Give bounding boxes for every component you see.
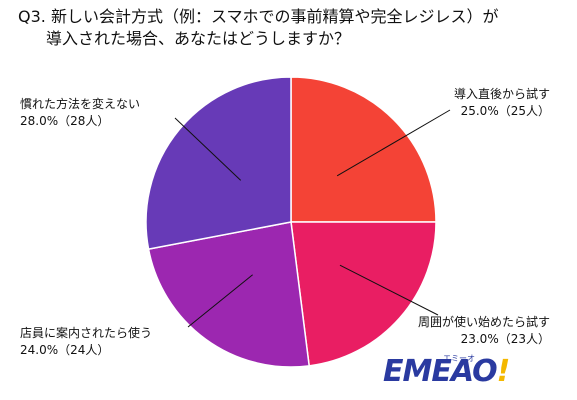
pie-slices [145,76,437,368]
leader-line-1 [336,109,451,177]
slice-value-3: 24.0%（24人） [20,343,109,357]
slice-value-2: 23.0%（23人） [461,332,550,346]
chart-title: Q3. 新しい会計方式（例：スマホでの事前精算や完全レジレス）が 導入された場合… [18,6,568,50]
emeao-logo: EMEAO! エミーオ [383,353,523,393]
pie-slice-2 [290,221,437,367]
chart-title-line-1: Q3. 新しい会計方式（例：スマホでの事前精算や完全レジレス）が [18,7,499,26]
logo-mark: EMEAO! [383,354,510,389]
slice-value-4: 28.0%（28人） [20,114,109,128]
slice-label-1: 導入直後から試す [454,86,550,101]
slice-label-4: 慣れた方法を変えない [20,96,140,111]
pie-slice-1 [290,76,437,223]
leader-line-3 [187,274,253,328]
slice-value-1: 25.0%（25人） [461,104,550,118]
leader-lines [174,109,451,328]
pie-slice-4 [145,76,292,251]
slice-label-3: 店員に案内されたら使う [20,325,152,340]
slice-labels: 導入直後から試す 25.0%（25人） 周囲が使い始めたら試す 23.0%（23人） 店… [20,86,550,357]
logo-kana: エミーオ [443,354,475,363]
chart-title-line-2: 導入された場合、あなたはどうしますか？ [46,29,351,48]
leader-line-2 [339,264,439,316]
leader-line-4 [174,117,242,181]
slice-label-2: 周囲が使い始めたら試す [418,314,550,329]
